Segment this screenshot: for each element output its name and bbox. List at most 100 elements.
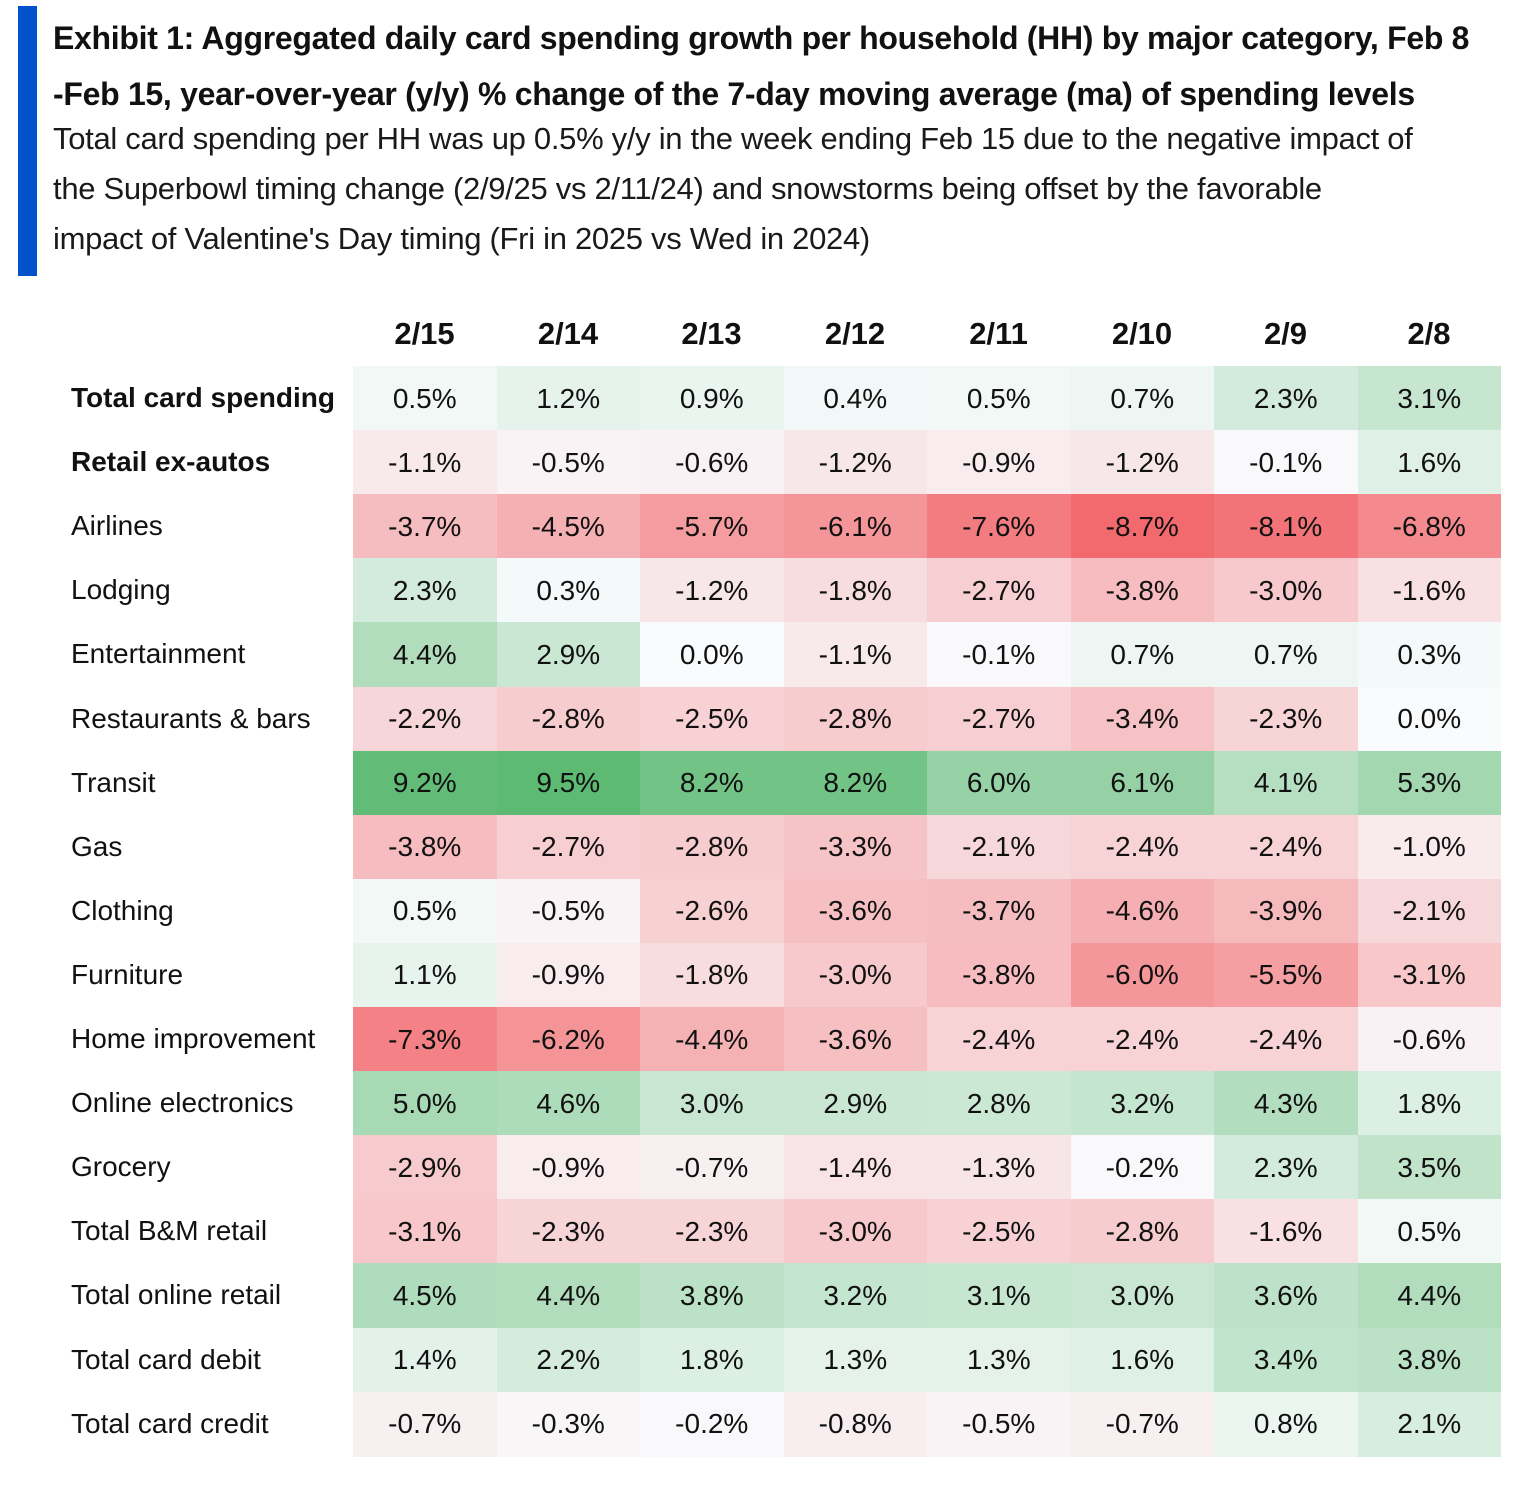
row-label: Entertainment bbox=[71, 638, 246, 670]
exhibit-subtitle-line-1: Total card spending per HH was up 0.5% y… bbox=[53, 121, 1413, 156]
row-label: Retail ex-autos bbox=[71, 446, 271, 478]
heatmap-cell: 3.8% bbox=[640, 1263, 784, 1329]
heatmap-cell: -1.8% bbox=[640, 942, 784, 1008]
heatmap-cell: -6.0% bbox=[1070, 942, 1214, 1008]
heatmap-cell: -3.7% bbox=[353, 494, 497, 560]
heatmap-cell: -1.0% bbox=[1357, 814, 1501, 880]
heatmap-cell: 5.0% bbox=[353, 1071, 497, 1137]
row-label: Total card credit bbox=[71, 1407, 269, 1439]
heatmap-cell: 0.7% bbox=[1070, 622, 1214, 688]
heatmap-cell: -0.7% bbox=[353, 1391, 497, 1457]
heatmap-cell: -3.7% bbox=[927, 878, 1071, 944]
row-label: Grocery bbox=[71, 1151, 171, 1183]
heatmap-cell: -2.4% bbox=[1214, 814, 1358, 880]
heatmap-cell: 3.0% bbox=[640, 1071, 784, 1137]
row-label: Lodging bbox=[71, 574, 171, 606]
heatmap-cell: 4.1% bbox=[1214, 750, 1358, 816]
heatmap-cell: -2.5% bbox=[640, 686, 784, 752]
heatmap-cell: 8.2% bbox=[640, 750, 784, 816]
exhibit-subtitle-line-3: impact of Valentine's Day timing (Fri in… bbox=[53, 221, 870, 256]
heatmap-cell: -4.5% bbox=[496, 494, 640, 560]
column-header: 2/14 bbox=[537, 316, 599, 351]
heatmap-cell: -2.2% bbox=[353, 686, 497, 752]
heatmap-cell: -2.8% bbox=[783, 686, 927, 752]
heatmap-cell: -1.2% bbox=[1070, 430, 1214, 496]
column-header: 2/8 bbox=[1407, 316, 1451, 351]
heatmap-cell: 3.1% bbox=[927, 1263, 1071, 1329]
heatmap-cell: -2.8% bbox=[496, 686, 640, 752]
heatmap-cell: -2.4% bbox=[1070, 1007, 1214, 1072]
heatmap-cell: -2.3% bbox=[1214, 686, 1358, 752]
heatmap-cell: 0.9% bbox=[640, 366, 784, 431]
heatmap-cell: -0.8% bbox=[783, 1391, 927, 1457]
heatmap-cell: -0.9% bbox=[927, 430, 1071, 496]
heatmap-cell: -0.1% bbox=[1214, 430, 1358, 496]
heatmap-cell: -0.2% bbox=[640, 1391, 784, 1457]
heatmap-cell: 0.5% bbox=[353, 878, 497, 944]
heatmap-cell: -0.2% bbox=[1070, 1135, 1214, 1201]
heatmap-cell: 2.1% bbox=[1357, 1391, 1501, 1457]
row-label: Total card debit bbox=[71, 1343, 261, 1375]
heatmap-cell: -1.1% bbox=[783, 622, 927, 688]
heatmap-cell: 0.5% bbox=[1357, 1199, 1501, 1265]
heatmap-cell: 3.6% bbox=[1214, 1263, 1358, 1329]
heatmap-cell: -5.5% bbox=[1214, 942, 1358, 1008]
row-label: Airlines bbox=[71, 510, 163, 542]
heatmap-cell: 0.3% bbox=[1357, 622, 1501, 688]
heatmap-cell: -1.2% bbox=[640, 558, 784, 624]
heatmap-cell: 3.5% bbox=[1357, 1135, 1501, 1201]
row-label: Home improvement bbox=[71, 1023, 316, 1054]
column-header: 2/9 bbox=[1263, 316, 1308, 351]
heatmap-cell: -8.7% bbox=[1070, 494, 1214, 560]
row-label: Gas bbox=[71, 830, 123, 862]
heatmap-cell: 2.3% bbox=[1214, 1135, 1358, 1201]
heatmap-cell: 6.0% bbox=[927, 750, 1071, 816]
heatmap-cell: 1.6% bbox=[1357, 430, 1501, 496]
heatmap-cell: -5.7% bbox=[640, 494, 784, 560]
heatmap-cell: 3.4% bbox=[1214, 1327, 1358, 1393]
heatmap-cell: -0.3% bbox=[496, 1391, 640, 1457]
heatmap-cell: -2.5% bbox=[927, 1199, 1071, 1265]
heatmap-cell: 3.2% bbox=[783, 1263, 927, 1329]
heatmap-cell: -3.1% bbox=[353, 1199, 497, 1265]
heatmap-cell: 6.1% bbox=[1070, 750, 1214, 816]
heatmap-cell: -0.5% bbox=[496, 878, 640, 944]
heatmap-cell: 1.8% bbox=[1357, 1071, 1501, 1137]
heatmap-cell: -0.9% bbox=[496, 942, 640, 1008]
heatmap-cell: 4.6% bbox=[496, 1071, 640, 1137]
heatmap-cell: -2.7% bbox=[927, 686, 1071, 752]
heatmap-cell: -0.7% bbox=[1070, 1391, 1214, 1457]
heatmap-cell: 0.5% bbox=[353, 366, 497, 431]
heatmap-cell: -3.0% bbox=[783, 1199, 927, 1265]
column-header: 2/15 bbox=[394, 316, 455, 351]
heatmap-cell: 2.9% bbox=[783, 1071, 927, 1137]
heatmap-cell: -3.3% bbox=[783, 814, 927, 880]
exhibit-title-line-2: -Feb 15, year-over-year (y/y) % change o… bbox=[53, 76, 1415, 112]
heatmap-cell: 0.8% bbox=[1214, 1391, 1358, 1457]
heatmap-cell: 4.4% bbox=[1357, 1263, 1501, 1329]
heatmap-cell: -3.8% bbox=[927, 942, 1071, 1008]
heatmap-cell: 0.4% bbox=[783, 366, 927, 431]
heatmap-cell: 4.4% bbox=[496, 1263, 640, 1329]
heatmap-cell: -3.6% bbox=[783, 878, 927, 944]
heatmap-cell: -7.3% bbox=[353, 1007, 497, 1072]
heatmap-cell: 1.6% bbox=[1070, 1327, 1214, 1393]
heatmap-cell: -2.4% bbox=[1214, 1007, 1358, 1072]
heatmap-cell: -3.8% bbox=[1070, 558, 1214, 624]
heatmap-cell: 0.7% bbox=[1214, 622, 1358, 688]
row-label: Restaurants & bars bbox=[71, 702, 311, 734]
heatmap-cell: 0.3% bbox=[496, 558, 640, 624]
heatmap-cell: -2.4% bbox=[927, 1007, 1071, 1072]
heatmap-cell: -4.4% bbox=[640, 1007, 784, 1072]
heatmap-cell: 0.7% bbox=[1070, 366, 1214, 431]
heatmap-cell: 1.4% bbox=[353, 1327, 497, 1393]
heatmap-cell: 5.3% bbox=[1357, 750, 1501, 816]
heatmap-cell: 3.8% bbox=[1357, 1327, 1501, 1393]
row-label: Clothing bbox=[71, 894, 174, 926]
heatmap-cell: 1.8% bbox=[640, 1327, 784, 1393]
row-label: Total online retail bbox=[71, 1279, 282, 1311]
heatmap-cell: -1.6% bbox=[1214, 1199, 1358, 1265]
heatmap-cell: -2.7% bbox=[927, 558, 1071, 624]
heatmap-cell: 1.1% bbox=[353, 942, 497, 1008]
heatmap-cell: -1.2% bbox=[783, 430, 927, 496]
